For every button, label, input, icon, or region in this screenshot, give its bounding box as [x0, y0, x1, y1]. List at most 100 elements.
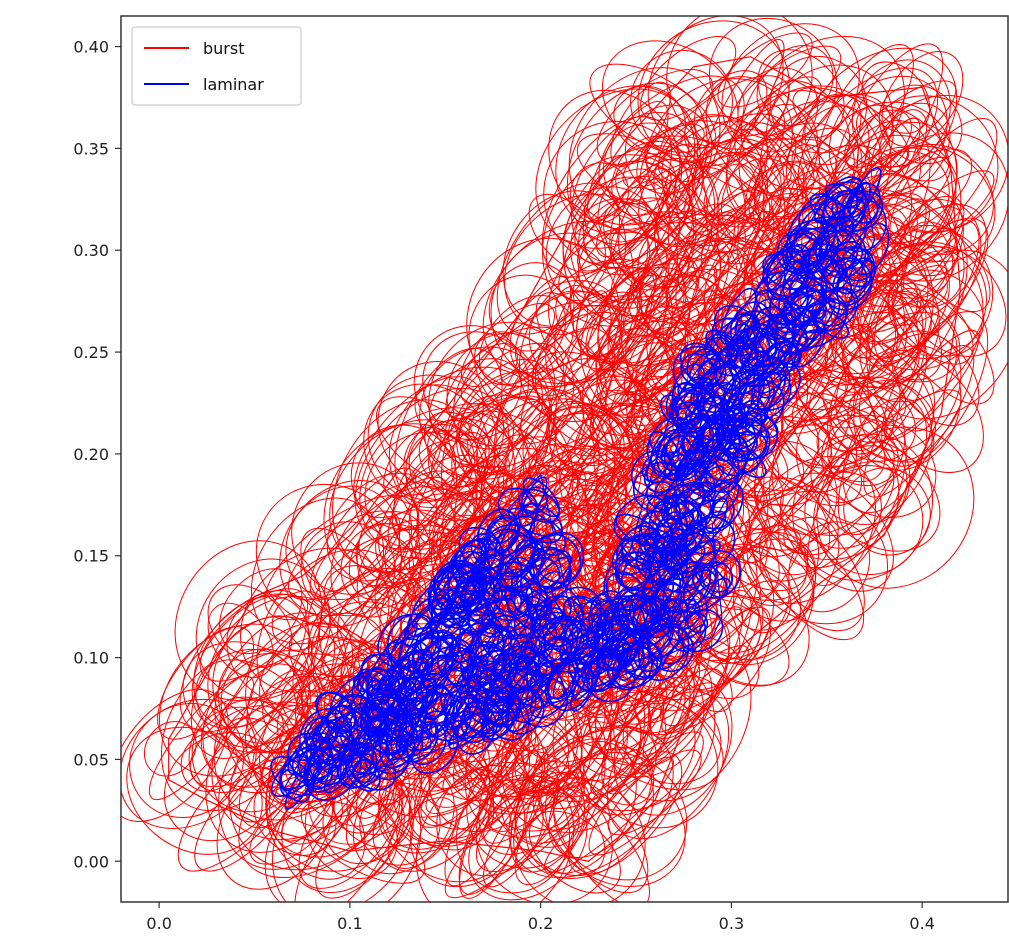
orbit-loop-laminar: [491, 655, 529, 707]
orbit-loop-burst: [841, 337, 934, 432]
orbit-loop-burst: [765, 64, 894, 190]
x-tick-label: 0.2: [528, 914, 553, 933]
orbit-loop-burst: [358, 511, 431, 583]
orbit-loop-laminar: [443, 600, 471, 629]
orbit-loop-burst: [562, 176, 681, 297]
orbit-loop-laminar: [661, 623, 706, 670]
orbit-loop-burst: [569, 198, 679, 309]
orbit-loop-laminar: [504, 587, 542, 631]
orbit-loop-burst: [350, 424, 458, 531]
orbit-loop-burst: [645, 309, 787, 455]
orbit-loop-laminar: [713, 342, 765, 396]
orbit-loop-burst: [478, 295, 567, 386]
orbit-loop-burst: [510, 735, 606, 873]
y-tick-label: 0.05: [73, 750, 109, 769]
orbit-loop-burst: [157, 626, 255, 740]
orbit-loop-burst: [877, 143, 994, 256]
orbit-loop-laminar: [458, 537, 496, 578]
orbit-loop-laminar: [672, 345, 722, 395]
orbit-loop-laminar: [705, 498, 729, 533]
orbit-loop-burst: [837, 373, 935, 536]
orbit-loop-burst: [843, 467, 931, 556]
orbit-loop-burst: [482, 220, 634, 374]
orbit-loop-laminar: [494, 685, 518, 711]
orbit-loop-burst: [414, 384, 514, 474]
orbit-loop-laminar: [377, 613, 434, 669]
orbit-loop-burst: [577, 176, 695, 304]
orbit-loop-burst: [665, 214, 747, 324]
orbit-loop-laminar: [588, 619, 642, 671]
orbit-loop-laminar: [641, 527, 684, 574]
orbit-loop-burst: [483, 770, 559, 844]
orbit-loop-laminar: [649, 581, 683, 621]
orbit-loop-burst: [129, 702, 245, 819]
orbit-loop-burst: [845, 80, 957, 168]
orbit-loop-laminar: [495, 515, 536, 557]
orbit-loop-laminar: [818, 229, 867, 279]
orbit-loop-burst: [742, 455, 877, 604]
orbit-loop-burst: [545, 186, 659, 307]
orbit-loop-burst: [873, 219, 980, 362]
orbit-loop-laminar: [716, 417, 757, 459]
orbit-loop-burst: [637, 20, 790, 167]
orbit-loop-burst: [126, 726, 263, 855]
orbit-loop-burst: [387, 431, 487, 553]
orbit-loop-burst: [599, 320, 686, 405]
orbit-loop-laminar: [812, 309, 850, 339]
orbit-loop-laminar: [694, 562, 729, 599]
orbit-loop-burst: [757, 49, 845, 139]
orbit-loop-burst: [518, 383, 582, 444]
orbit-loop-laminar: [782, 286, 824, 326]
orbit-loop-laminar: [646, 624, 685, 665]
orbit-loop-burst: [863, 344, 975, 498]
orbit-loop-burst: [647, 16, 784, 149]
orbit-loop-burst: [488, 262, 575, 352]
orbit-loop-burst: [492, 774, 580, 848]
orbit-loop-burst: [878, 109, 928, 173]
orbit-loop-laminar: [284, 755, 321, 810]
orbit-loop-burst: [440, 358, 557, 520]
orbit-loop-laminar: [427, 565, 484, 627]
orbit-loop-laminar: [309, 746, 348, 786]
orbit-loop-burst: [856, 150, 950, 244]
orbit-loop-burst: [576, 419, 647, 502]
orbit-loop-laminar: [646, 428, 680, 482]
orbit-loop-laminar: [697, 358, 735, 397]
orbit-loop-burst: [466, 750, 585, 869]
x-tick-label: 0.0: [146, 914, 171, 933]
orbit-loop-laminar: [757, 366, 787, 412]
orbit-loop-laminar: [655, 431, 705, 482]
orbit-loop-burst: [585, 267, 657, 358]
orbit-loop-burst: [552, 788, 650, 902]
orbit-loop-burst: [665, 166, 761, 253]
orbit-loop-laminar: [694, 448, 740, 493]
orbit-loop-burst: [264, 494, 420, 621]
orbit-loop-laminar: [633, 642, 663, 673]
orbit-loop-burst: [816, 414, 899, 487]
series-line-burst: [168, 56, 961, 862]
orbit-loop-burst: [708, 17, 838, 141]
orbit-loop-laminar: [716, 392, 766, 445]
orbit-loop-laminar: [425, 667, 465, 721]
orbit-loop-laminar: [356, 705, 385, 740]
orbit-loop-burst: [795, 369, 888, 455]
orbit-loop-laminar: [507, 659, 541, 694]
orbit-loop-burst: [582, 702, 696, 816]
x-tick-label: 0.1: [337, 914, 362, 933]
plot-frame: [120, 15, 1009, 903]
orbit-loop-burst: [859, 227, 968, 389]
orbit-loop-burst: [503, 193, 649, 335]
orbit-loop-burst: [717, 32, 813, 108]
axes-layer: 0.0 0.1 0.2 0.3 0.4 0.00 0.05 0.10 0.15 0.20 0.25 0…: [73, 38, 935, 933]
orbit-loop-laminar: [813, 181, 864, 226]
orbit-loop-laminar: [783, 260, 816, 294]
orbit-loop-laminar: [686, 577, 731, 614]
orbit-loop-laminar: [740, 399, 769, 427]
orbit-loop-laminar: [469, 646, 505, 686]
series-layer: [121, 16, 1008, 902]
orbit-loop-laminar: [675, 510, 727, 557]
y-tick-label: 0.10: [73, 649, 109, 668]
orbit-loop-burst: [205, 701, 343, 853]
orbit-loop-burst: [602, 201, 698, 308]
orbit-loop-burst: [520, 674, 662, 795]
